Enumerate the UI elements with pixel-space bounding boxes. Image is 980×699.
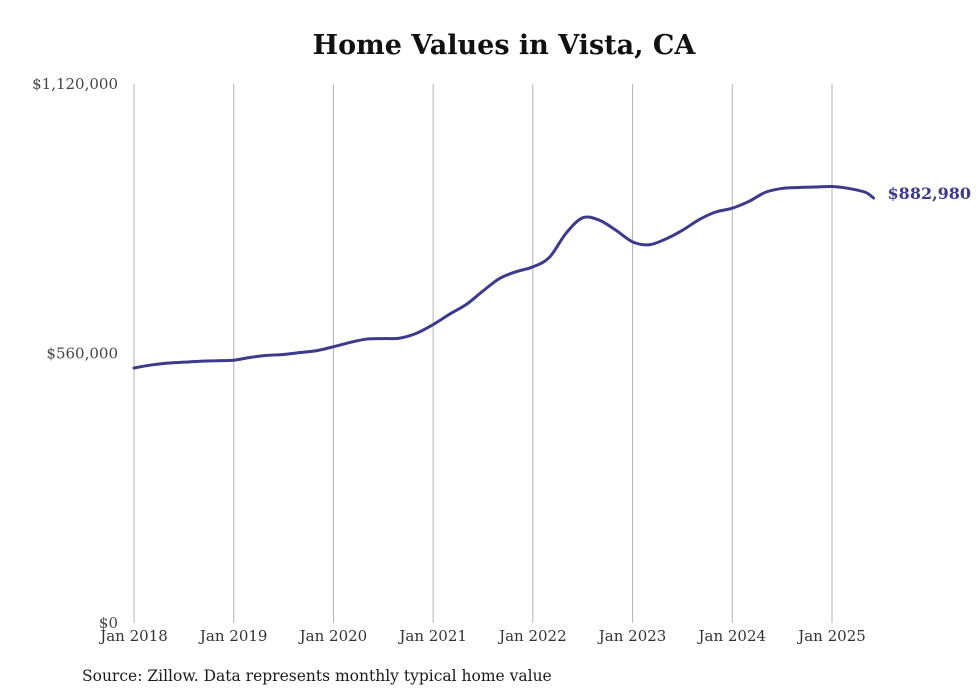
x-tick-label: Jan 2024 — [697, 627, 767, 645]
x-axis-ticks: Jan 2018 Jan 2019 Jan 2020 Jan 2021 Jan 2022… — [98, 627, 866, 645]
x-tick-label: Jan 2022 — [497, 627, 567, 645]
x-tick-label: Jan 2019 — [198, 627, 268, 645]
y-tick-label: $560,000 — [46, 345, 118, 363]
series-layer — [132, 184, 876, 370]
source-note: Source: Zillow. Data represents monthly … — [82, 667, 552, 685]
grid-lines — [133, 84, 833, 623]
chart-title: Home Values in Vista, CA — [312, 30, 696, 61]
end-value-label: $882,980 — [888, 184, 972, 203]
y-tick-label: $0 — [99, 614, 118, 632]
x-tick-label: Jan 2021 — [397, 627, 467, 645]
series-line — [132, 184, 876, 370]
x-tick-label: Jan 2023 — [597, 627, 667, 645]
x-tick-label: Jan 2025 — [796, 627, 866, 645]
y-axis-ticks: $0 $560,000 $1,120,000 — [32, 75, 118, 632]
x-tick-label: Jan 2018 — [98, 627, 168, 645]
x-tick-label: Jan 2020 — [298, 627, 368, 645]
y-tick-label: $1,120,000 — [32, 75, 118, 93]
data-labels: $882,980 — [888, 184, 972, 203]
line-chart: $0$560,000$1,120,000 Jan 2018 Jan 2019 Jan… — [32, 75, 972, 645]
